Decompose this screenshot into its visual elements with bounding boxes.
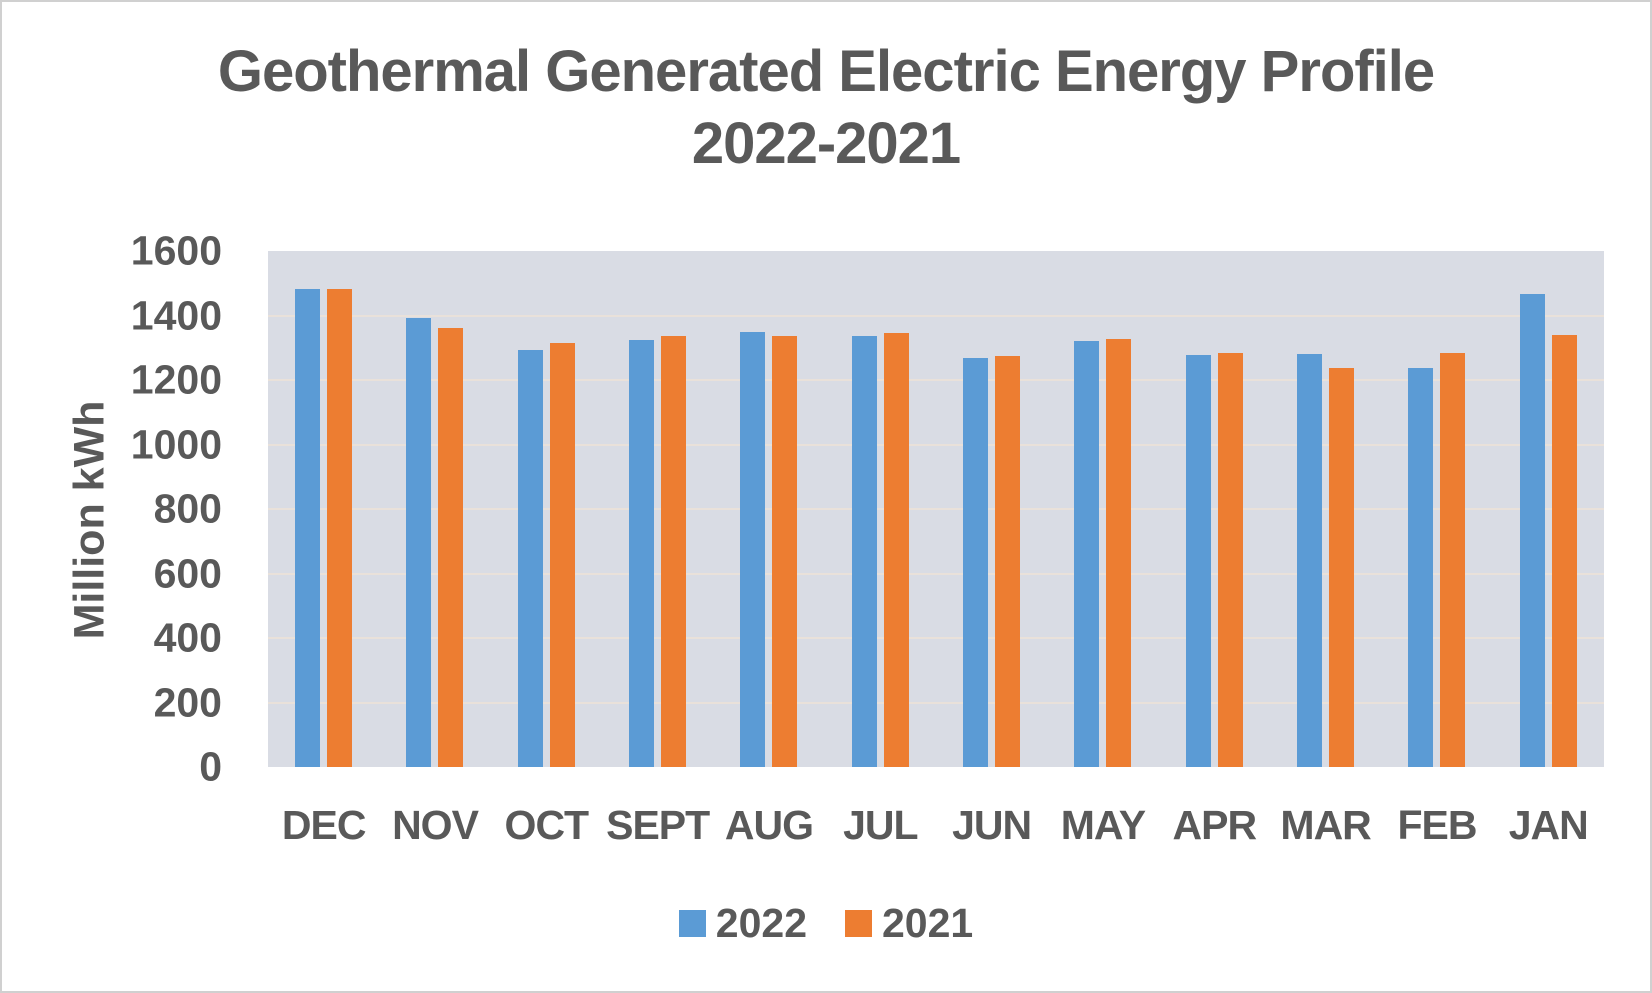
legend-label-2021: 2021 xyxy=(882,900,974,946)
bar-group-oct xyxy=(491,251,602,767)
x-axis-label-oct: OCT xyxy=(504,802,590,848)
bar-2021-nov[interactable] xyxy=(438,327,464,767)
gridline-800 xyxy=(268,508,1604,510)
legend-swatch-2021 xyxy=(845,910,872,937)
bar-2022-jun[interactable] xyxy=(963,357,989,767)
bar-group-may xyxy=(1047,251,1158,767)
bar-2022-dec[interactable] xyxy=(295,289,321,767)
bar-2021-jul[interactable] xyxy=(883,333,909,767)
bar-group-nov xyxy=(379,251,490,767)
bar-groups xyxy=(268,251,1604,767)
bar-2021-jan[interactable] xyxy=(1551,334,1577,767)
y-axis-tick-label-800: 800 xyxy=(153,485,222,532)
bar-2022-nov[interactable] xyxy=(406,317,432,767)
bar-group-sept xyxy=(602,251,713,767)
bar-2021-aug[interactable] xyxy=(772,336,798,767)
bar-2021-sept[interactable] xyxy=(661,335,687,767)
gridline-1000 xyxy=(268,443,1604,446)
bar-2022-sept[interactable] xyxy=(629,340,655,767)
y-axis-tick-label-600: 600 xyxy=(153,550,222,596)
bar-2022-may[interactable] xyxy=(1074,340,1100,767)
gridline-200 xyxy=(268,701,1604,704)
bar-group-apr xyxy=(1159,251,1270,767)
bar-group-jul xyxy=(825,251,936,767)
chart-title-line-2: 2022-2021 xyxy=(691,111,961,176)
y-axis-tick-label-1600: 1600 xyxy=(130,227,222,274)
y-axis-tick-label-1200: 1200 xyxy=(130,356,222,403)
bar-group-aug xyxy=(713,251,824,767)
plot-area xyxy=(268,251,1604,767)
x-axis-label-jan: JAN xyxy=(1508,802,1589,848)
chart-title: Geothermal Generated Electric Energy Pro… xyxy=(2,36,1650,180)
y-axis-tick-label-1400: 1400 xyxy=(130,292,222,338)
bar-2022-mar[interactable] xyxy=(1297,354,1323,767)
bar-2021-mar[interactable] xyxy=(1329,367,1355,767)
y-axis-tick-label-200: 200 xyxy=(153,679,222,725)
x-axis-label-jul: JUL xyxy=(843,802,918,848)
bar-2021-feb[interactable] xyxy=(1440,353,1466,767)
y-axis-tick-label-0: 0 xyxy=(199,743,222,790)
bar-2022-jul[interactable] xyxy=(851,336,877,767)
gridline-400 xyxy=(268,637,1604,639)
x-axis-label-dec: DEC xyxy=(281,802,367,848)
bar-2021-may[interactable] xyxy=(1106,338,1132,767)
x-axis-label-nov: NOV xyxy=(392,802,479,848)
gridline-1400 xyxy=(268,314,1604,317)
bar-2022-apr[interactable] xyxy=(1185,355,1211,767)
chart-title-line-1: Geothermal Generated Electric Energy Pro… xyxy=(217,39,1435,104)
legend-swatch-2022 xyxy=(678,910,706,937)
legend-item-2022[interactable]: 2022 xyxy=(678,900,807,947)
bar-2021-dec[interactable] xyxy=(327,289,353,767)
bar-2022-feb[interactable] xyxy=(1408,368,1434,767)
x-axis-label-may: MAY xyxy=(1060,802,1146,848)
bar-2021-jun[interactable] xyxy=(995,356,1021,767)
x-axis-labels: DEC NOV OCT SEPT AUG JUL JUN MAY APR MAR FEB JAN xyxy=(268,802,1604,849)
gridline-1200 xyxy=(268,379,1604,381)
bar-group-jan xyxy=(1493,251,1604,767)
bar-group-feb xyxy=(1381,251,1492,767)
bar-group-dec xyxy=(268,251,379,767)
bar-2021-apr[interactable] xyxy=(1217,353,1243,767)
bar-2021-oct[interactable] xyxy=(549,343,575,767)
y-axis-tick-label-1000: 1000 xyxy=(130,421,222,467)
bar-group-mar xyxy=(1270,251,1381,767)
bar-2022-oct[interactable] xyxy=(517,350,543,767)
x-axis-label-jun: JUN xyxy=(952,802,1032,848)
legend-label-2022: 2022 xyxy=(715,900,807,946)
bar-group-jun xyxy=(936,251,1047,767)
legend-item-2021[interactable]: 2021 xyxy=(845,900,973,947)
bar-2022-jan[interactable] xyxy=(1519,293,1545,767)
gridline-600 xyxy=(268,572,1604,575)
x-axis-label-sept: SEPT xyxy=(606,802,710,848)
x-axis-label-feb: FEB xyxy=(1397,802,1477,848)
x-axis-label-aug: AUG xyxy=(724,802,814,848)
legend: 2022 2021 xyxy=(2,900,1650,947)
bar-2022-aug[interactable] xyxy=(740,331,766,767)
x-axis-label-apr: APR xyxy=(1172,802,1258,848)
y-axis-tick-label-400: 400 xyxy=(153,614,222,661)
x-axis-label-mar: MAR xyxy=(1280,802,1371,848)
